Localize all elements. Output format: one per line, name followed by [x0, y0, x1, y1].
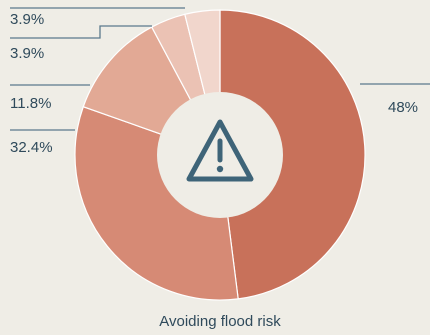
leader-line-3: [10, 25, 152, 39]
warning-triangle-icon: [186, 119, 254, 182]
pie-slice-0: [219, 9, 366, 300]
slice-label-1: 32.4%: [10, 139, 53, 156]
chart-caption: Avoiding flood risk: [159, 313, 281, 330]
slice-label-3: 3.9%: [10, 45, 44, 62]
slice-label-2: 11.8%: [10, 95, 51, 112]
slice-label-4: 3.9%: [10, 11, 44, 28]
slice-label-0: 48%: [388, 99, 418, 116]
